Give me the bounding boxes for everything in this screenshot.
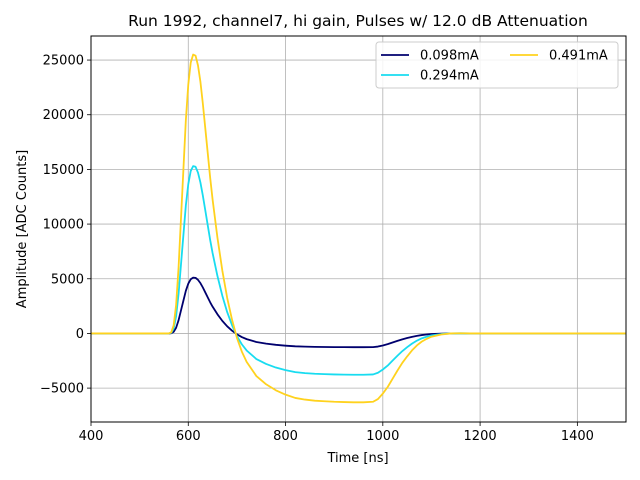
y-tick-label: 20000	[43, 108, 84, 123]
y-tick-label: 5000	[51, 272, 84, 287]
y-tick-label: 15000	[43, 163, 84, 178]
y-tick-label: 0	[76, 327, 84, 342]
legend-box	[375, 41, 619, 89]
legend-label-2: 0.491mA	[549, 49, 608, 64]
x-axis: 400 600 800 1000 1200 1400	[79, 422, 594, 444]
x-tick-label: 1400	[561, 429, 594, 444]
series-line-0	[91, 276, 626, 349]
series-lines	[91, 53, 626, 404]
x-tick-label: 800	[273, 429, 298, 444]
x-tick-label: 1000	[366, 429, 399, 444]
legend: 0.098mA 0.294mA 0.491mA	[375, 41, 619, 89]
legend-label-0: 0.098mA	[420, 49, 479, 64]
plot-frame	[90, 35, 627, 423]
series-line-2	[91, 53, 626, 404]
x-tick-label: 1200	[464, 429, 497, 444]
y-tick-label: 10000	[43, 218, 84, 233]
y-axis-label: Amplitude [ADC Counts]	[15, 150, 30, 308]
y-tick-label: −5000	[40, 382, 84, 397]
y-tick-label: 25000	[43, 54, 84, 69]
x-tick-label: 400	[79, 429, 104, 444]
y-axis: −5000 0 5000 10000 15000 20000 25000	[40, 54, 91, 397]
x-tick-label: 600	[176, 429, 201, 444]
chart-title: Run 1992, channel7, hi gain, Pulses w/ 1…	[128, 12, 588, 30]
x-axis-label: Time [ns]	[326, 451, 388, 466]
series-line-1	[91, 165, 626, 376]
legend-label-1: 0.294mA	[420, 69, 479, 84]
